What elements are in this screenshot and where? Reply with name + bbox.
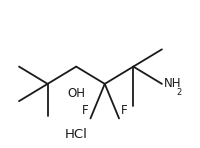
Text: HCl: HCl [65,128,87,141]
Text: F: F [82,104,88,117]
Text: 2: 2 [176,87,182,96]
Text: NH: NH [164,77,181,90]
Text: OH: OH [67,87,85,100]
Text: F: F [121,104,128,117]
